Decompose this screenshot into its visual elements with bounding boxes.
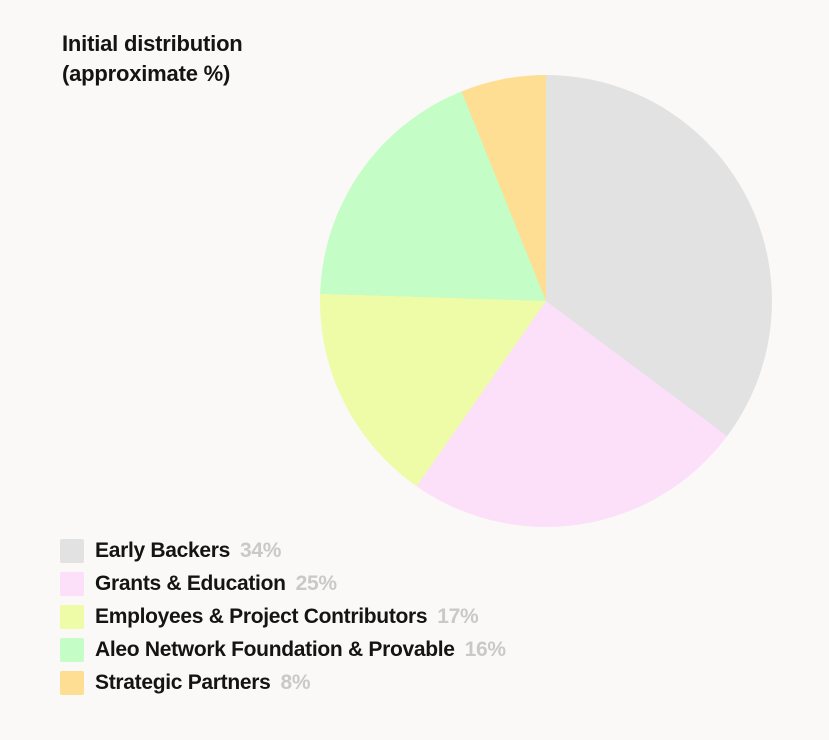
legend-swatch-early-backers	[60, 539, 84, 563]
legend-swatch-aleo-foundation-provable	[60, 638, 84, 662]
legend-item-aleo-foundation-provable: Aleo Network Foundation & Provable 16%	[60, 638, 506, 662]
legend-label: Strategic Partners	[95, 671, 271, 694]
legend-swatch-strategic-partners	[60, 671, 84, 695]
chart-title-line1: Initial distribution	[62, 31, 243, 56]
legend-item-grants-education: Grants & Education 25%	[60, 572, 506, 596]
legend-value: 25%	[295, 572, 337, 595]
pie-chart	[320, 75, 772, 527]
legend-item-employees-contributors: Employees & Project Contributors 17%	[60, 605, 506, 629]
legend-label: Employees & Project Contributors	[95, 605, 428, 628]
legend-value: 16%	[464, 638, 506, 661]
legend-label: Early Backers	[95, 539, 231, 562]
legend-value: 17%	[437, 605, 479, 628]
legend-value: 8%	[280, 671, 311, 694]
legend-item-early-backers: Early Backers 34%	[60, 539, 506, 563]
chart-title: Initial distribution (approximate %)	[62, 29, 243, 89]
legend-label: Grants & Education	[95, 572, 286, 595]
legend-swatch-employees-contributors	[60, 605, 84, 629]
chart-title-line2: (approximate %)	[62, 61, 231, 86]
legend-item-strategic-partners: Strategic Partners 8%	[60, 671, 506, 695]
legend: Early Backers 34% Grants & Education 25%…	[60, 539, 506, 695]
legend-label: Aleo Network Foundation & Provable	[95, 638, 455, 661]
legend-value: 34%	[240, 539, 282, 562]
legend-swatch-grants-education	[60, 572, 84, 596]
